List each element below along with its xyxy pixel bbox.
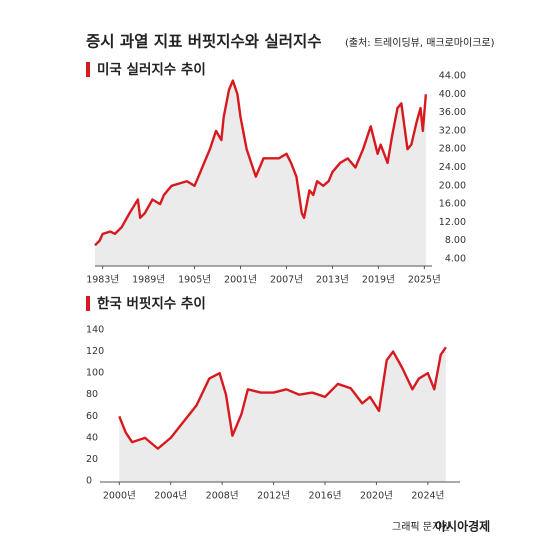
y-tick-label: 40 bbox=[86, 432, 98, 443]
y-tick-label: 120 bbox=[86, 346, 104, 357]
y-tick-label: 20 bbox=[86, 454, 98, 465]
x-tick-label: 1905년 bbox=[178, 275, 211, 286]
x-tick-label: 2019년 bbox=[362, 275, 395, 286]
chart-title: 한국 버핏지수 추이 bbox=[97, 295, 206, 312]
x-tick-label: 1989년 bbox=[132, 275, 165, 286]
area-fill bbox=[95, 80, 426, 266]
x-tick-label: 2016년 bbox=[309, 491, 342, 502]
y-tick-label: 24.00 bbox=[439, 162, 466, 173]
y-tick-label: 32.00 bbox=[439, 125, 466, 136]
data-line bbox=[94, 79, 428, 247]
y-tick-label: 44.00 bbox=[439, 71, 466, 82]
brand: 아시아경제 bbox=[435, 519, 490, 534]
y-tick-label: 16.00 bbox=[439, 199, 466, 210]
credit: 그래픽 문지원 bbox=[392, 521, 450, 533]
x-tick-label: 2024년 bbox=[411, 491, 444, 502]
y-tick-label: 0 bbox=[86, 476, 92, 487]
section-marker bbox=[86, 296, 90, 311]
area-fill bbox=[119, 347, 446, 482]
y-tick-label: 4.00 bbox=[445, 254, 466, 265]
y-tick-label: 36.00 bbox=[439, 107, 466, 118]
title: 증시 과열 지표 버핏지수와 실러지수 bbox=[86, 33, 322, 51]
x-tick-label: 2001년 bbox=[224, 275, 257, 286]
x-tick-label: 2013년 bbox=[316, 275, 349, 286]
x-tick-label: 2007년 bbox=[270, 275, 303, 286]
x-tick-label: 2008년 bbox=[206, 491, 239, 502]
x-tick-label: 2000년 bbox=[103, 491, 136, 502]
y-tick-label: 8.00 bbox=[445, 235, 466, 246]
source: (출처: 트레이딩뷰, 매크로마이크로) bbox=[345, 37, 495, 49]
data-line bbox=[118, 346, 447, 450]
x-tick-label: 2025년 bbox=[408, 275, 441, 286]
x-tick-label: 1983년 bbox=[86, 275, 119, 286]
y-tick-label: 20.00 bbox=[439, 180, 466, 191]
y-tick-label: 60 bbox=[86, 411, 98, 422]
y-tick-label: 80 bbox=[86, 389, 98, 400]
x-tick-label: 2004년 bbox=[154, 491, 187, 502]
y-tick-label: 140 bbox=[86, 325, 104, 336]
x-tick-label: 2020년 bbox=[360, 491, 393, 502]
section-marker bbox=[86, 62, 90, 77]
y-tick-label: 28.00 bbox=[439, 144, 466, 155]
chart-title: 미국 실러지수 추이 bbox=[97, 61, 206, 78]
y-tick-label: 100 bbox=[86, 368, 104, 379]
y-tick-label: 40.00 bbox=[439, 89, 466, 100]
y-tick-label: 12.00 bbox=[439, 217, 466, 228]
x-tick-label: 2012년 bbox=[257, 491, 290, 502]
